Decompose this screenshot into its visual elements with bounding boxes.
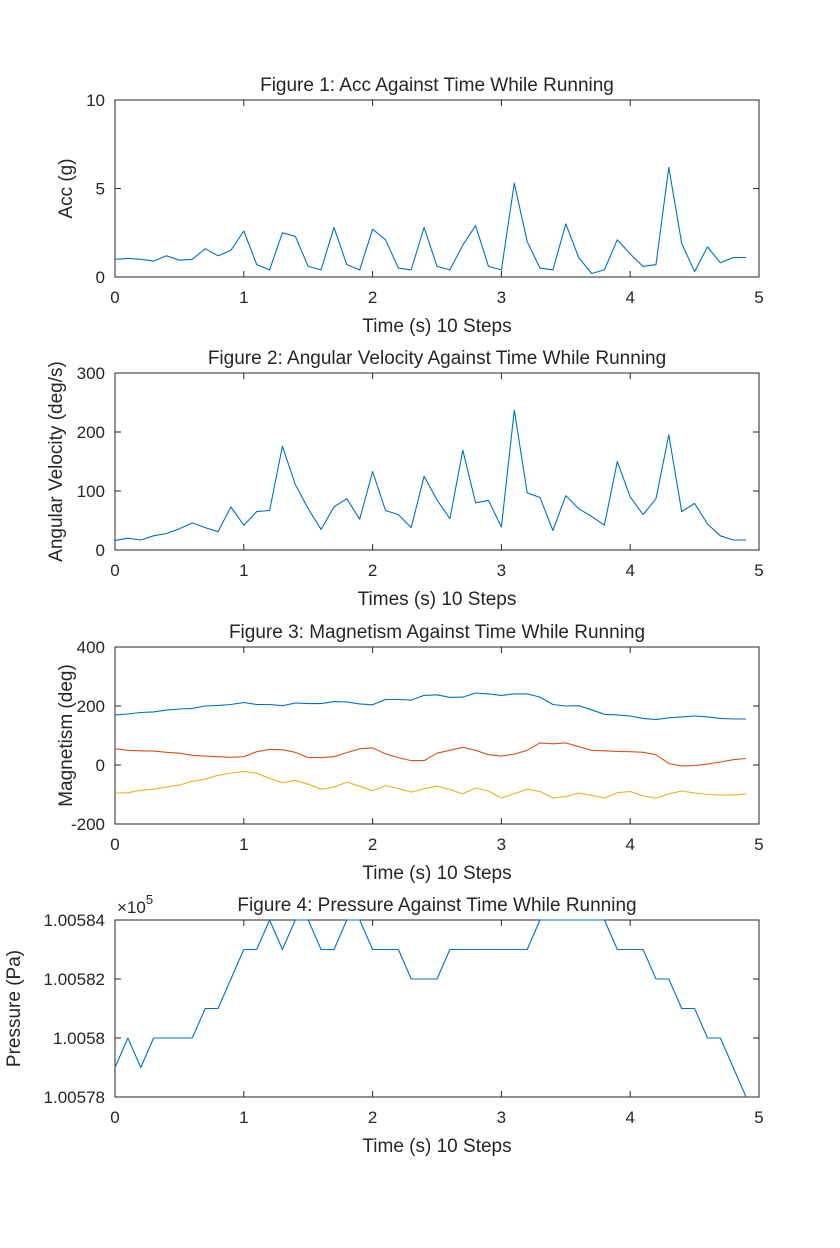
y-axis-label: Angular Velocity (deg/s) — [46, 361, 67, 562]
y-tick-label: 1.0058 — [53, 1029, 105, 1048]
y-axis-label: Pressure (Pa) — [4, 950, 25, 1067]
plot-area — [114, 919, 760, 1098]
y-tick-label: 5 — [96, 180, 105, 199]
x-tick-label: 0 — [110, 288, 119, 307]
x-tick-label: 3 — [497, 561, 506, 580]
x-tick-label: 3 — [497, 1108, 506, 1127]
x-axis-label: Time (s) 10 Steps — [362, 1136, 511, 1157]
x-axis-label: Time (s) 10 Steps — [362, 863, 511, 884]
chart-title: Figure 4: Pressure Against Time While Ru… — [237, 895, 636, 916]
chart-panel-4: Figure 4: Pressure Against Time While Ru… — [4, 892, 764, 1157]
x-tick-label: 4 — [625, 1108, 634, 1127]
x-tick-label: 2 — [368, 835, 377, 854]
x-tick-label: 4 — [625, 288, 634, 307]
chart-panel-1: Figure 1: Acc Against Time While Running… — [56, 75, 764, 337]
x-tick-label: 2 — [368, 1108, 377, 1127]
x-tick-label: 0 — [110, 1108, 119, 1127]
x-tick-label: 2 — [368, 288, 377, 307]
y-tick-label: 200 — [77, 423, 105, 442]
y-scale-exponent: 5 — [146, 892, 153, 907]
x-tick-label: 1 — [239, 835, 248, 854]
y-tick-label: 0 — [96, 541, 105, 560]
x-tick-label: 0 — [110, 561, 119, 580]
y-axis-label: Acc (g) — [56, 158, 77, 218]
series-line-3 — [114, 770, 747, 799]
x-tick-label: 5 — [754, 1108, 763, 1127]
y-tick-label: 200 — [77, 697, 105, 716]
y-scale-base: ×10 — [117, 898, 146, 917]
series-line-1 — [114, 409, 747, 542]
chart-panel-3: Figure 3: Magnetism Against Time While R… — [56, 622, 764, 884]
plot-area — [114, 646, 760, 825]
series-line-1 — [114, 166, 747, 275]
y-tick-label: 1.00578 — [44, 1088, 105, 1107]
y-tick-label: 0 — [96, 268, 105, 287]
y-tick-label: -200 — [71, 815, 105, 834]
x-tick-label: 4 — [625, 561, 634, 580]
x-tick-label: 0 — [110, 835, 119, 854]
x-tick-label: 1 — [239, 288, 248, 307]
chart-panel-2: Figure 2: Angular Velocity Against Time … — [46, 348, 764, 610]
x-tick-label: 3 — [497, 835, 506, 854]
x-tick-label: 4 — [625, 835, 634, 854]
x-tick-label: 5 — [754, 288, 763, 307]
chart-title: Figure 3: Magnetism Against Time While R… — [229, 622, 645, 643]
y-tick-label: 1.00582 — [44, 970, 105, 989]
series-line-1 — [114, 919, 747, 1098]
y-axis-label: Magnetism (deg) — [56, 664, 77, 807]
plot-area — [114, 99, 760, 278]
y-tick-label: 0 — [96, 756, 105, 775]
x-tick-label: 1 — [239, 561, 248, 580]
x-tick-label: 5 — [754, 835, 763, 854]
y-tick-label: 1.00584 — [44, 911, 105, 930]
x-tick-label: 1 — [239, 1108, 248, 1127]
x-axis-label: Time (s) 10 Steps — [362, 316, 511, 337]
x-axis-label: Times (s) 10 Steps — [358, 589, 517, 610]
y-tick-label: 100 — [77, 482, 105, 501]
chart-title: Figure 2: Angular Velocity Against Time … — [208, 348, 666, 369]
x-tick-label: 2 — [368, 561, 377, 580]
plot-area — [114, 372, 760, 551]
y-tick-label: 400 — [77, 638, 105, 657]
series-line-2 — [114, 742, 747, 767]
y-scale-multiplier: ×105 — [117, 892, 153, 917]
y-tick-label: 300 — [77, 364, 105, 383]
y-tick-label: 10 — [86, 91, 105, 110]
series-line-1 — [114, 692, 747, 721]
x-tick-label: 5 — [754, 561, 763, 580]
x-tick-label: 3 — [497, 288, 506, 307]
chart-title: Figure 1: Acc Against Time While Running — [260, 75, 614, 96]
